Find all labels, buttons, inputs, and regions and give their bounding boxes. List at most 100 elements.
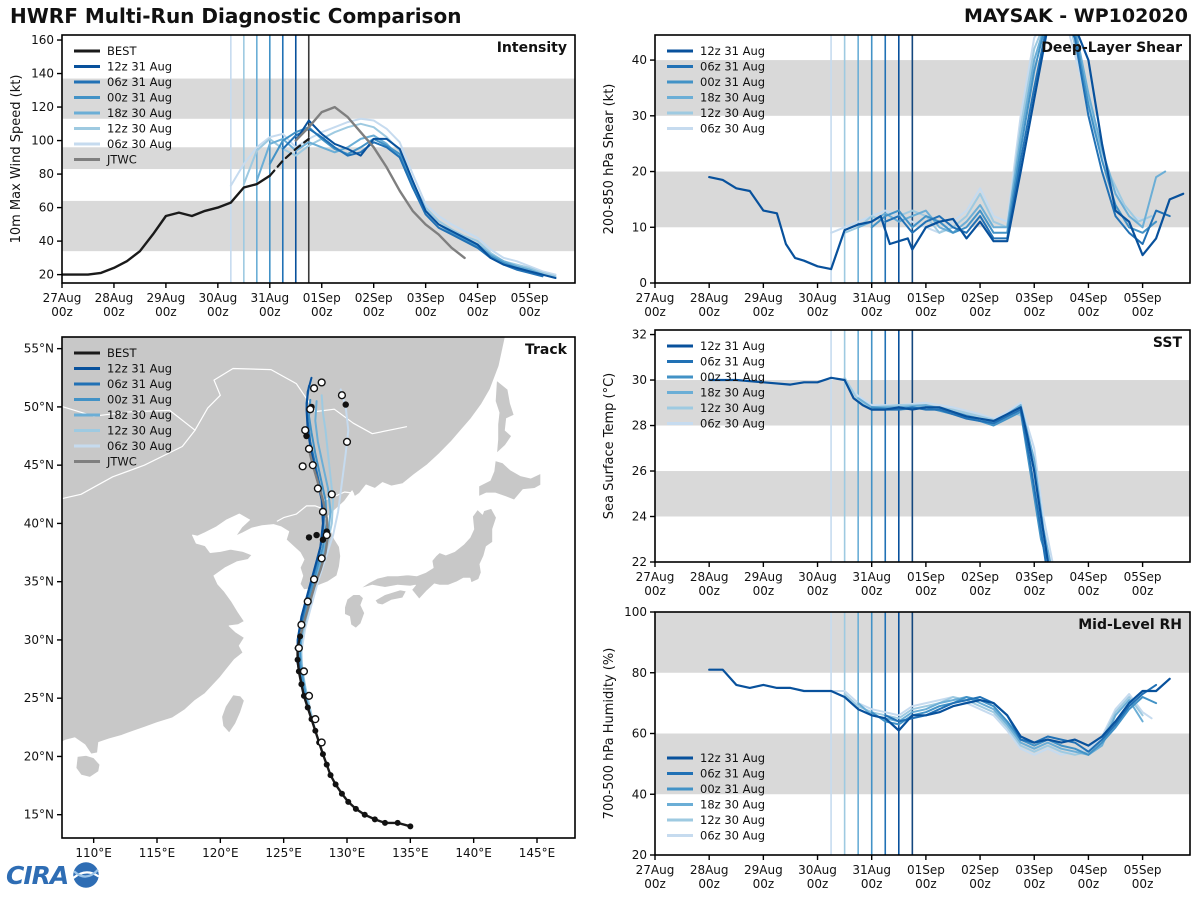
svg-text:05Sep: 05Sep	[1124, 570, 1162, 584]
intensity-series	[62, 105, 557, 279]
svg-text:00z: 00z	[1132, 877, 1154, 891]
svg-text:00z: 00z	[207, 305, 229, 319]
svg-text:00z: 00z	[861, 305, 883, 319]
cira-globe-icon	[72, 862, 100, 888]
svg-text:Sea Surface Temp (°C): Sea Surface Temp (°C)	[602, 373, 617, 520]
svg-text:28Aug: 28Aug	[690, 291, 729, 305]
svg-text:80: 80	[39, 167, 54, 181]
svg-text:04Sep: 04Sep	[1069, 863, 1107, 877]
svg-text:10: 10	[632, 220, 647, 234]
svg-text:06z 30 Aug: 06z 30 Aug	[700, 417, 765, 431]
svg-text:05Sep: 05Sep	[511, 291, 549, 305]
svg-text:120°E: 120°E	[202, 846, 239, 860]
svg-text:00z: 00z	[915, 305, 937, 319]
svg-text:27Aug: 27Aug	[43, 291, 82, 305]
svg-text:00z 31 Aug: 00z 31 Aug	[107, 393, 172, 407]
svg-text:00z: 00z	[311, 305, 333, 319]
svg-text:00z: 00z	[807, 305, 829, 319]
svg-text:00z: 00z	[915, 584, 937, 598]
svg-text:00z: 00z	[363, 305, 385, 319]
svg-text:00z: 00z	[969, 877, 991, 891]
map-layers	[62, 337, 542, 830]
svg-text:40: 40	[632, 53, 647, 67]
svg-text:27Aug: 27Aug	[636, 570, 675, 584]
svg-text:26: 26	[632, 464, 647, 478]
svg-text:00z: 00z	[644, 584, 666, 598]
svg-text:00z: 00z	[1078, 305, 1100, 319]
svg-text:28Aug: 28Aug	[690, 570, 729, 584]
svg-text:55°N: 55°N	[24, 342, 54, 356]
svg-text:00z: 00z	[915, 877, 937, 891]
svg-text:12z 30 Aug: 12z 30 Aug	[107, 424, 172, 438]
svg-text:27Aug: 27Aug	[636, 863, 675, 877]
svg-text:Intensity: Intensity	[497, 40, 567, 56]
svg-text:140°E: 140°E	[455, 846, 492, 860]
svg-text:00z: 00z	[861, 877, 883, 891]
svg-text:12z 30 Aug: 12z 30 Aug	[107, 122, 172, 136]
svg-text:160: 160	[31, 33, 54, 47]
svg-text:0: 0	[639, 276, 647, 290]
svg-text:32: 32	[632, 328, 647, 342]
svg-text:02Sep: 02Sep	[961, 291, 999, 305]
svg-text:18z 30 Aug: 18z 30 Aug	[107, 408, 172, 422]
svg-text:145°E: 145°E	[519, 846, 556, 860]
svg-text:29Aug: 29Aug	[744, 863, 783, 877]
svg-text:10m Max Wind Speed (kt): 10m Max Wind Speed (kt)	[9, 75, 24, 244]
svg-text:02Sep: 02Sep	[961, 863, 999, 877]
svg-text:28: 28	[632, 419, 647, 433]
svg-text:12z 30 Aug: 12z 30 Aug	[700, 813, 765, 827]
shear-series	[708, 35, 1185, 271]
sst-series	[708, 376, 1054, 562]
svg-text:29Aug: 29Aug	[147, 291, 186, 305]
svg-text:01Sep: 01Sep	[303, 291, 341, 305]
svg-text:50°N: 50°N	[24, 400, 54, 414]
svg-text:00z: 00z	[644, 877, 666, 891]
svg-text:115°E: 115°E	[139, 846, 176, 860]
svg-text:18z 30 Aug: 18z 30 Aug	[700, 798, 765, 812]
svg-text:04Sep: 04Sep	[1069, 570, 1107, 584]
svg-text:30Aug: 30Aug	[798, 863, 837, 877]
svg-text:12z 30 Aug: 12z 30 Aug	[700, 106, 765, 120]
svg-text:30Aug: 30Aug	[198, 291, 237, 305]
svg-text:60: 60	[632, 727, 647, 741]
svg-text:00z: 00z	[1078, 584, 1100, 598]
svg-text:12z 31 Aug: 12z 31 Aug	[700, 751, 765, 765]
svg-text:BEST: BEST	[107, 44, 137, 58]
svg-text:00z: 00z	[1132, 584, 1154, 598]
svg-text:80: 80	[632, 666, 647, 680]
svg-text:12z 31 Aug: 12z 31 Aug	[700, 44, 765, 58]
cira-logo: CIRA	[6, 860, 101, 890]
svg-text:110°E: 110°E	[75, 846, 112, 860]
svg-text:31Aug: 31Aug	[852, 570, 891, 584]
svg-text:Mid-Level RH: Mid-Level RH	[1078, 617, 1182, 633]
svg-text:15°N: 15°N	[24, 808, 54, 822]
svg-text:30°N: 30°N	[24, 633, 54, 647]
svg-text:02Sep: 02Sep	[961, 570, 999, 584]
svg-text:Track: Track	[525, 342, 568, 358]
svg-text:140: 140	[31, 67, 54, 81]
svg-text:700-500 hPa Humidity (%): 700-500 hPa Humidity (%)	[602, 648, 617, 820]
svg-text:31Aug: 31Aug	[250, 291, 289, 305]
svg-text:00z: 00z	[969, 584, 991, 598]
svg-text:00z: 00z	[155, 305, 177, 319]
svg-text:27Aug: 27Aug	[636, 291, 675, 305]
svg-text:00z: 00z	[467, 305, 489, 319]
svg-text:130°E: 130°E	[329, 846, 366, 860]
svg-text:06z 30 Aug: 06z 30 Aug	[700, 122, 765, 136]
svg-text:20: 20	[632, 848, 647, 862]
svg-text:18z 30 Aug: 18z 30 Aug	[700, 386, 765, 400]
svg-text:22: 22	[632, 555, 647, 569]
svg-text:12z 31 Aug: 12z 31 Aug	[107, 60, 172, 74]
svg-text:05Sep: 05Sep	[1124, 291, 1162, 305]
svg-text:00z: 00z	[1023, 584, 1045, 598]
svg-text:01Sep: 01Sep	[907, 863, 945, 877]
svg-text:40: 40	[632, 787, 647, 801]
svg-text:00z 31 Aug: 00z 31 Aug	[107, 91, 172, 105]
track-panel: 15°N 20°N 25°N 30°N 35°N 40°N 45°N 50°N 55°N 110°…	[24, 336, 576, 860]
svg-text:35°N: 35°N	[24, 575, 54, 589]
svg-text:45°N: 45°N	[24, 458, 54, 472]
